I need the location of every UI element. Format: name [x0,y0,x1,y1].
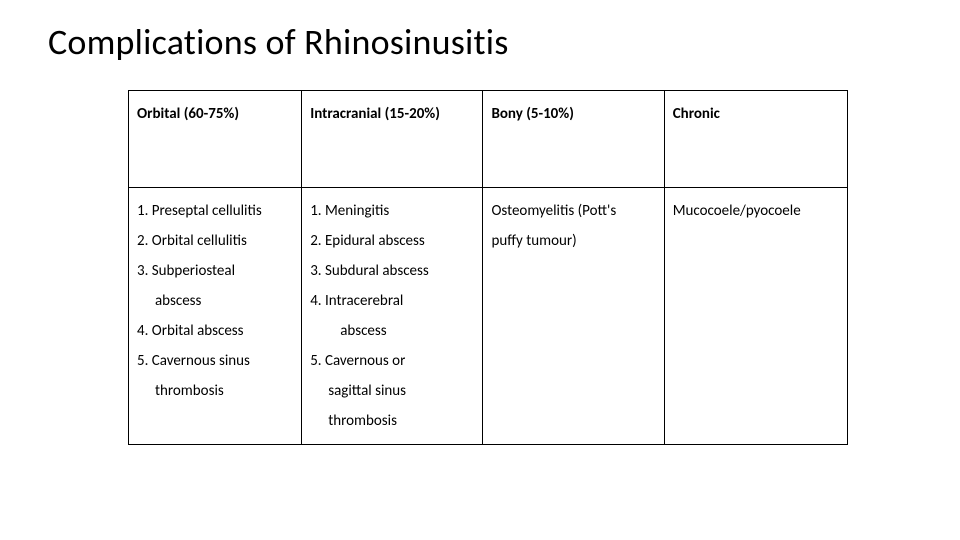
list-item: thrombosis [137,376,293,406]
header-chronic: Chronic [664,91,847,188]
list-item: 1. Meningitis [310,196,474,226]
cell-intracranial: 1. Meningitis 2. Epidural abscess 3. Sub… [302,188,483,445]
list-item: 2. Epidural abscess [310,226,474,256]
bony-line: puffy tumour) [491,226,655,256]
list-item: 1. Preseptal cellulitis [137,196,293,226]
table-body-row: 1. Preseptal cellulitis 2. Orbital cellu… [129,188,848,445]
list-item-cont: thrombosis [137,376,293,406]
table-header-row: Orbital (60-75%) Intracranial (15-20%) B… [129,91,848,188]
chronic-line: Mucocoele/pyocoele [673,196,839,226]
list-item-cont: abscess [137,286,293,316]
list-item: thrombosis [310,406,474,436]
slide: Complications of Rhinosinusitis Orbital … [0,0,960,540]
cell-chronic: Mucocoele/pyocoele [664,188,847,445]
list-item: 4. Intracerebral [310,286,474,316]
list-item: 2. Orbital cellulitis [137,226,293,256]
header-orbital: Orbital (60-75%) [129,91,302,188]
list-item: 4. Orbital abscess [137,316,293,346]
list-item: 5. Cavernous or [310,346,474,376]
page-title: Complications of Rhinosinusitis [48,20,509,64]
header-bony: Bony (5-10%) [483,91,664,188]
list-item: sagittal sinus [310,376,474,406]
intracranial-list: 1. Meningitis 2. Epidural abscess 3. Sub… [310,196,474,436]
header-intracranial: Intracranial (15-20%) [302,91,483,188]
list-item-cont: abscess [310,316,474,346]
list-item-cont: thrombosis [310,406,474,436]
complications-table: Orbital (60-75%) Intracranial (15-20%) B… [128,90,848,445]
list-item: abscess [310,316,474,346]
list-item: 3. Subdural abscess [310,256,474,286]
cell-bony: Osteomyelitis (Pott's puffy tumour) [483,188,664,445]
bony-line: Osteomyelitis (Pott's [491,196,655,226]
list-item-cont: sagittal sinus [310,376,474,406]
list-item: abscess [137,286,293,316]
cell-orbital: 1. Preseptal cellulitis 2. Orbital cellu… [129,188,302,445]
list-item: 5. Cavernous sinus [137,346,293,376]
list-item: 3. Subperiosteal [137,256,293,286]
orbital-list: 1. Preseptal cellulitis 2. Orbital cellu… [137,196,293,406]
